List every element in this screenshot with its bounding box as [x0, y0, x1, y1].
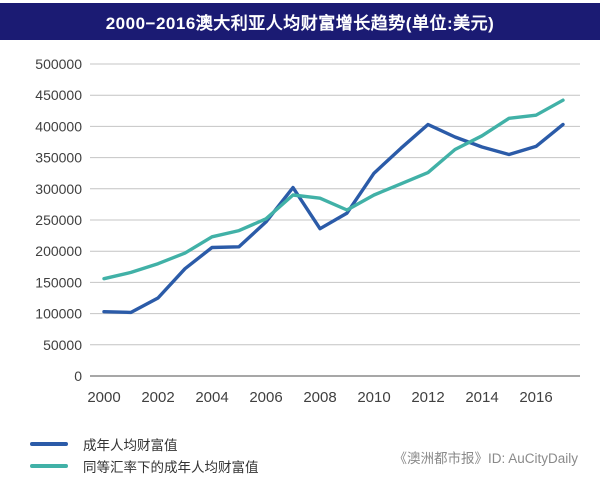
series-line-wealth-constant-fx [102, 98, 565, 281]
page-title: 2000−2016澳大利亚人均财富增长趋势(单位:美元) [105, 14, 495, 33]
y-tick-label: 200000 [35, 243, 82, 259]
x-tick-label: 2000 [87, 389, 120, 406]
header-bar: 2000−2016澳大利亚人均财富增长趋势(单位:美元) [0, 3, 600, 40]
x-tick-label: 2016 [519, 389, 552, 406]
x-tick-label: 2010 [357, 389, 390, 406]
y-tick-label: 50000 [43, 337, 82, 353]
y-tick-label: 300000 [35, 181, 82, 197]
x-tick-label: 2006 [249, 389, 282, 406]
legend-label-wealth: 成年人均财富值 [83, 438, 178, 453]
legend-swatch-blue [30, 442, 68, 446]
series-line-wealth [102, 122, 565, 315]
x-tick-label: 2002 [141, 389, 174, 406]
y-tick-label: 500000 [35, 56, 82, 72]
y-tick-label: 250000 [35, 212, 82, 228]
y-tick-label: 0 [74, 368, 82, 384]
x-tick-label: 2008 [303, 389, 336, 406]
y-tick-label: 450000 [35, 87, 82, 103]
y-tick-label: 400000 [35, 118, 82, 134]
source-credit: 《澳洲都市报》ID: AuCityDaily [393, 451, 578, 466]
y-tick-label: 150000 [35, 274, 82, 290]
legend-item-wealth: 成年人均财富值 [30, 433, 259, 455]
chart-legend: 成年人均财富值 同等汇率下的成年人均财富值 [30, 433, 259, 477]
y-tick-label: 350000 [35, 150, 82, 166]
x-tick-label: 2014 [465, 389, 498, 406]
y-tick-label: 100000 [35, 306, 82, 322]
x-tick-label: 2012 [411, 389, 444, 406]
legend-label-wealth-constant-fx: 同等汇率下的成年人均财富值 [83, 460, 259, 475]
x-tick-label: 2004 [195, 389, 228, 406]
legend-swatch-teal [30, 464, 68, 468]
legend-item-wealth-constant-fx: 同等汇率下的成年人均财富值 [30, 455, 259, 477]
